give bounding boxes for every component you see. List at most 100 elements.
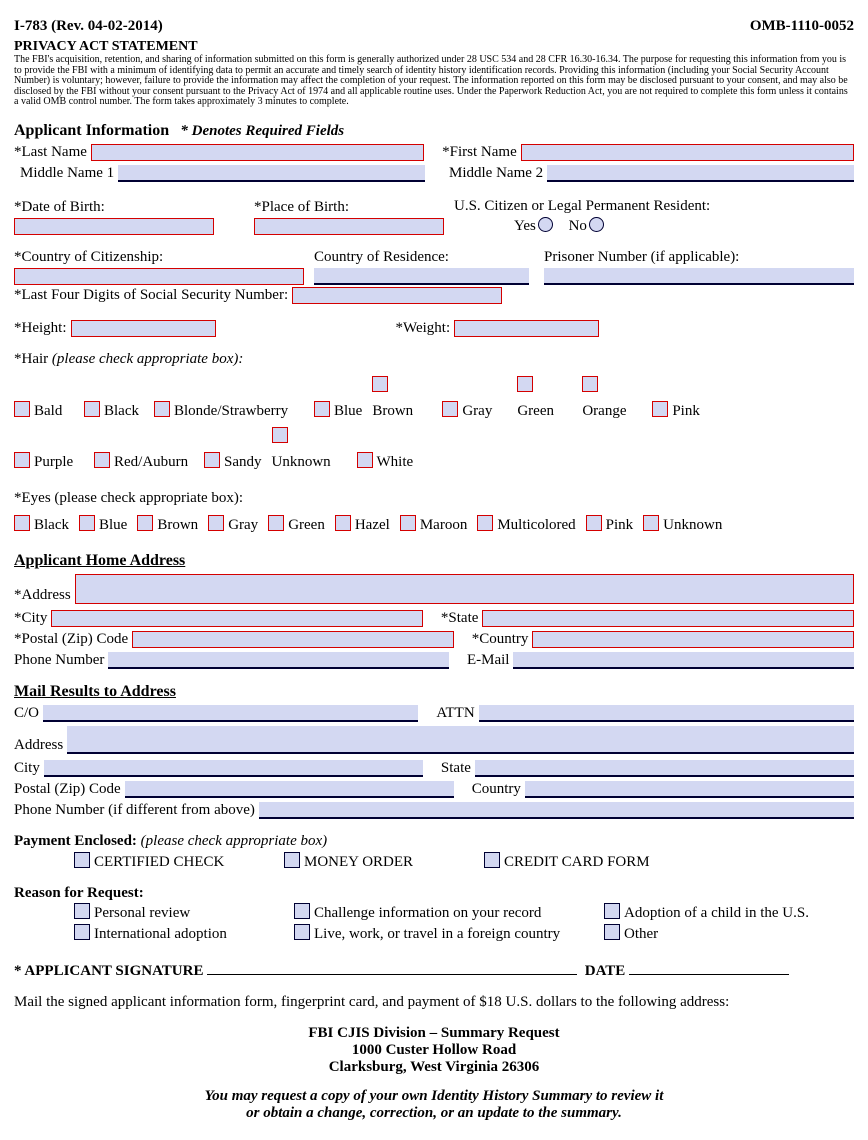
prisoner-field[interactable]	[544, 268, 854, 285]
reason-checkbox[interactable]	[294, 924, 310, 940]
eyes-brown-checkbox[interactable]	[137, 515, 153, 531]
eyes-unknown-checkbox[interactable]	[643, 515, 659, 531]
co-field[interactable]	[43, 705, 418, 722]
hair-gray-checkbox[interactable]	[442, 401, 458, 417]
hair-option: Pink	[652, 399, 722, 425]
dob-field[interactable]	[14, 218, 214, 235]
payment-checkbox[interactable]	[74, 852, 90, 868]
eyes-option: Hazel	[335, 513, 390, 539]
eyes-maroon-checkbox[interactable]	[400, 515, 416, 531]
hair-white-checkbox[interactable]	[357, 452, 373, 468]
date-field[interactable]	[629, 958, 789, 975]
eyes-gray-checkbox[interactable]	[208, 515, 224, 531]
mid2-label: Middle Name 2	[449, 165, 543, 182]
payment-checkbox[interactable]	[284, 852, 300, 868]
hair-bald-checkbox[interactable]	[14, 401, 30, 417]
hair-blue-checkbox[interactable]	[314, 401, 330, 417]
hair-green-checkbox[interactable]	[517, 376, 533, 392]
address-field[interactable]	[75, 574, 854, 604]
mail-zip-field[interactable]	[125, 781, 454, 798]
mail-instruction: Mail the signed applicant information fo…	[14, 994, 854, 1011]
attn-field[interactable]	[479, 705, 854, 722]
hair-brown-checkbox[interactable]	[372, 376, 388, 392]
hair-black-checkbox[interactable]	[84, 401, 100, 417]
reason-checkbox[interactable]	[74, 924, 90, 940]
eyes-blue-checkbox[interactable]	[79, 515, 95, 531]
hair-option: Brown	[372, 374, 432, 425]
eyes-pink-checkbox[interactable]	[586, 515, 602, 531]
reason-option: Personal review	[74, 902, 294, 923]
no-radio[interactable]	[589, 217, 604, 232]
signature-field[interactable]	[207, 958, 577, 975]
hair-label: *Hair	[14, 351, 48, 367]
ssn-field[interactable]	[292, 287, 502, 304]
hair-option: Orange	[582, 374, 642, 425]
mid1-label: Middle Name 1	[20, 165, 114, 182]
yes-radio[interactable]	[538, 217, 553, 232]
zip-field[interactable]	[132, 631, 454, 648]
hair-sandy-checkbox[interactable]	[204, 452, 220, 468]
signature-label: * APPLICANT SIGNATURE	[14, 963, 203, 979]
co-label: C/O	[14, 705, 39, 722]
eyes-option: Multicolored	[477, 513, 575, 539]
first-name-field[interactable]	[521, 144, 854, 161]
reason-checkbox[interactable]	[604, 903, 620, 919]
mail-country-field[interactable]	[525, 781, 854, 798]
hair-orange-checkbox[interactable]	[582, 376, 598, 392]
reason-checkbox[interactable]	[294, 903, 310, 919]
eyes-black-checkbox[interactable]	[14, 515, 30, 531]
coc-field[interactable]	[14, 268, 304, 285]
email-label: E-Mail	[467, 652, 510, 669]
date-label: DATE	[585, 963, 626, 979]
payment-note: (please check appropriate box)	[141, 833, 327, 849]
email-field[interactable]	[513, 652, 854, 669]
last-name-field[interactable]	[91, 144, 424, 161]
city-field[interactable]	[51, 610, 423, 627]
hair-blondestrawberry-checkbox[interactable]	[154, 401, 170, 417]
height-field[interactable]	[71, 320, 216, 337]
mail-address-field[interactable]	[67, 726, 854, 754]
hair-purple-checkbox[interactable]	[14, 452, 30, 468]
payment-option: MONEY ORDER	[284, 852, 484, 871]
applicant-info-title: Applicant Information	[14, 122, 169, 139]
weight-field[interactable]	[454, 320, 599, 337]
mid1-field[interactable]	[118, 165, 425, 182]
eyes-green-checkbox[interactable]	[268, 515, 284, 531]
hair-option: Blue	[314, 399, 362, 425]
footnote2: or obtain a change, correction, or an up…	[14, 1105, 854, 1122]
eyes-hazel-checkbox[interactable]	[335, 515, 351, 531]
country-field[interactable]	[532, 631, 854, 648]
mail-city-field[interactable]	[44, 760, 423, 777]
first-name-label: *First Name	[442, 144, 517, 161]
mail-zip-label: Postal (Zip) Code	[14, 781, 121, 798]
payment-title: Payment Enclosed:	[14, 833, 137, 849]
reason-checkbox[interactable]	[74, 903, 90, 919]
mid2-field[interactable]	[547, 165, 854, 182]
hair-pink-checkbox[interactable]	[652, 401, 668, 417]
payment-option: CREDIT CARD FORM	[484, 852, 664, 871]
no-label: No	[569, 218, 587, 234]
mail-state-field[interactable]	[475, 760, 854, 777]
eyes-multicolored-checkbox[interactable]	[477, 515, 493, 531]
form-number: I-783 (Rev. 04-02-2014)	[14, 18, 163, 35]
hair-redauburn-checkbox[interactable]	[94, 452, 110, 468]
omb-number: OMB-1110-0052	[750, 18, 854, 35]
required-note: * Denotes Required Fields	[180, 123, 344, 139]
hair-unknown-checkbox[interactable]	[272, 427, 288, 443]
payment-option: CERTIFIED CHECK	[74, 852, 284, 871]
hair-option: Blonde/Strawberry	[154, 399, 304, 425]
reason-option: International adoption	[74, 923, 294, 944]
mail-phone-field[interactable]	[259, 802, 854, 819]
phone-field[interactable]	[108, 652, 449, 669]
mail-country-label: Country	[472, 781, 521, 798]
attn-label: ATTN	[436, 705, 474, 722]
cor-field[interactable]	[314, 268, 529, 285]
reason-checkbox[interactable]	[604, 924, 620, 940]
reason-option: Live, work, or travel in a foreign count…	[294, 923, 604, 944]
payment-checkbox[interactable]	[484, 852, 500, 868]
fbi-addr3: Clarksburg, West Virginia 26306	[14, 1059, 854, 1076]
state-field[interactable]	[482, 610, 854, 627]
last-name-label: *Last Name	[14, 144, 87, 161]
phone-label: Phone Number	[14, 652, 104, 669]
payment-options: CERTIFIED CHECKMONEY ORDERCREDIT CARD FO…	[74, 852, 854, 871]
